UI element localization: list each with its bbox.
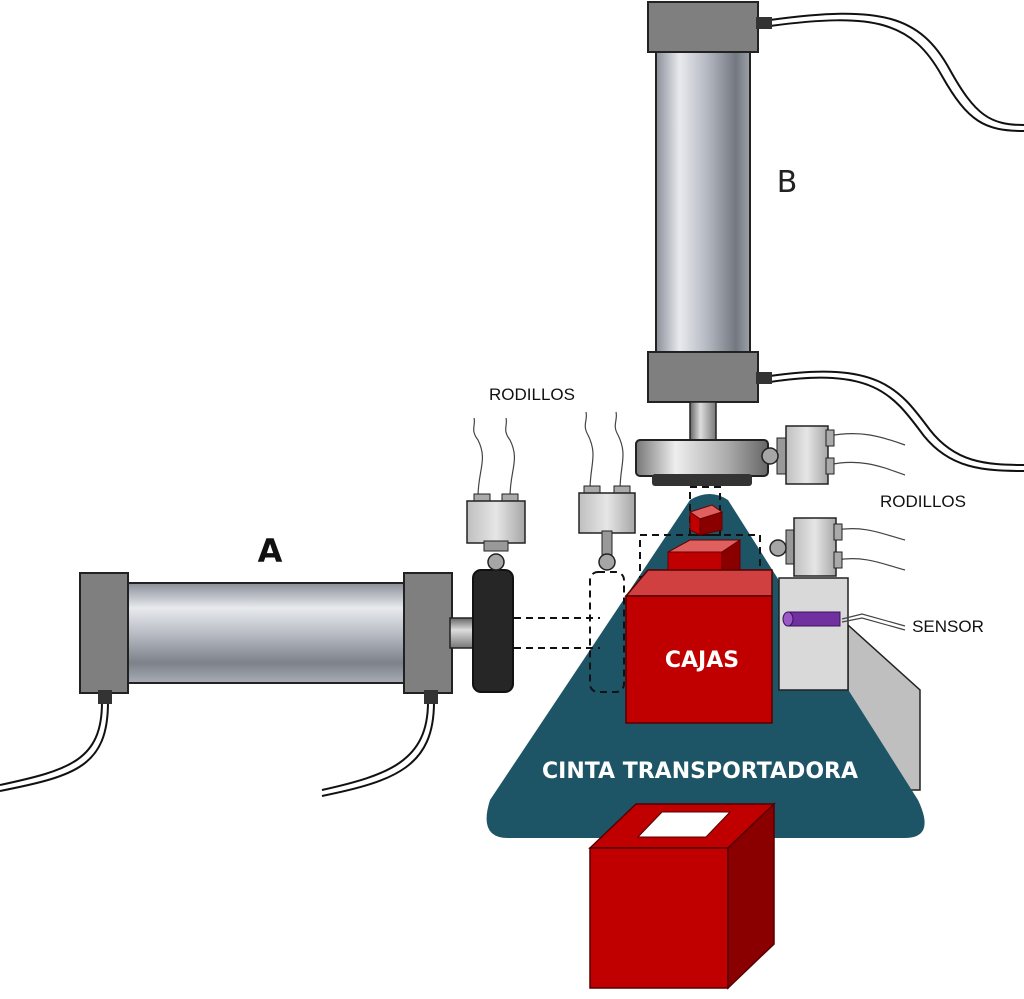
limit-switch-upper-right	[762, 426, 905, 484]
label-boxes: CAJAS	[665, 648, 739, 673]
cylinder-a-cables	[0, 702, 434, 796]
label-cylinder-b: B	[777, 165, 798, 200]
limit-switch-lower-right	[770, 518, 905, 576]
label-conveyor: CINTA TRANSPORTADORA	[542, 759, 858, 784]
cylinder-a	[80, 570, 513, 704]
label-rollers-left: RODILLOS	[489, 385, 575, 404]
cylinder-b-cables	[770, 14, 1024, 471]
box-front	[590, 804, 774, 988]
label-rollers-right: RODILLOS	[880, 492, 966, 511]
box-cajas	[626, 570, 772, 723]
label-cylinder-a: A	[258, 532, 283, 570]
limit-switch-left-1	[467, 418, 525, 570]
label-sensor: SENSOR	[912, 617, 984, 636]
limit-switch-left-2	[579, 412, 635, 570]
cylinder-b	[636, 2, 772, 486]
